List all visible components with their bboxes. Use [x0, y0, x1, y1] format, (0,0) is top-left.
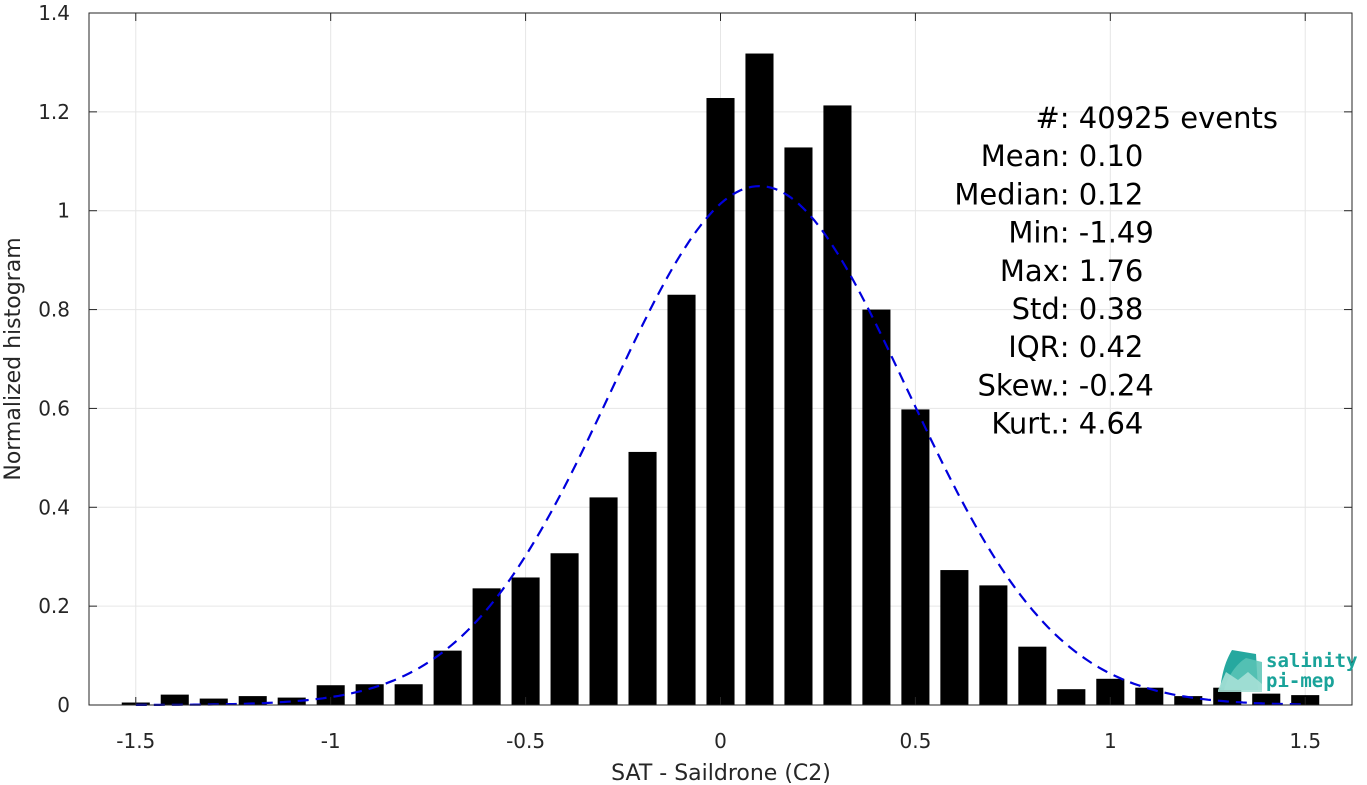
y-axis-label: Normalized histogram — [1, 237, 26, 480]
histogram-bar — [238, 696, 267, 705]
stat-label: IQR — [1008, 330, 1060, 364]
histogram-bar — [199, 698, 228, 705]
histogram-bar — [589, 497, 618, 705]
stat-value: : 4.64 — [1060, 407, 1144, 441]
histogram-bar — [1135, 687, 1164, 705]
histogram-bar — [979, 585, 1008, 705]
stat-value: : -1.49 — [1060, 216, 1154, 250]
stat-value: : 0.12 — [1060, 177, 1144, 211]
x-tick-label: 1 — [1104, 729, 1117, 753]
stat-value: : 0.10 — [1060, 139, 1144, 173]
histogram-bar — [784, 147, 813, 706]
logo-line1: salinity — [1266, 650, 1358, 672]
stat-label: Min — [1008, 216, 1059, 250]
histogram-bar — [355, 684, 384, 705]
logo-line2: pi-mep — [1266, 670, 1335, 692]
x-tick-label: -1 — [321, 729, 341, 753]
histogram-bar — [706, 98, 735, 705]
y-tick-label: 0.2 — [38, 594, 70, 618]
histogram-bar — [1057, 689, 1086, 705]
x-tick-label: -1.5 — [116, 729, 155, 753]
stat-label: Max — [1000, 254, 1060, 288]
y-tick-label: 1 — [57, 199, 70, 223]
y-tick-label: 0.8 — [38, 298, 70, 322]
y-tick-label: 1.2 — [38, 100, 70, 124]
stat-value: : 0.42 — [1060, 330, 1144, 364]
histogram-bar — [862, 309, 891, 705]
histogram-bar — [667, 294, 696, 705]
x-tick-label: -0.5 — [506, 729, 545, 753]
histogram-bar — [745, 53, 774, 705]
histogram-bar — [628, 451, 657, 705]
x-tick-label: 0 — [714, 729, 727, 753]
x-tick-label: 1.5 — [1289, 729, 1321, 753]
histogram-bar — [511, 577, 540, 705]
stat-value: : -0.24 — [1060, 368, 1154, 402]
stat-label: Kurt. — [991, 407, 1059, 441]
y-tick-label: 0.6 — [38, 396, 70, 420]
x-tick-label: 0.5 — [900, 729, 932, 753]
histogram-bar — [823, 105, 852, 706]
histogram-bar — [277, 697, 306, 705]
histogram-bar — [901, 409, 930, 705]
x-axis-label: SAT - Saildrone (C2) — [611, 761, 831, 785]
histogram-bar — [433, 650, 462, 705]
histogram-bar — [940, 570, 969, 705]
histogram-bar — [316, 685, 345, 705]
histogram-bar — [1018, 646, 1047, 705]
x-tick-labels: -1.5 -1 -0.5 0 0.5 1 1.5 — [116, 729, 1321, 753]
y-tick-label: 0.4 — [38, 495, 70, 519]
stat-label: Median — [954, 177, 1059, 211]
histogram-bar — [394, 684, 423, 705]
y-tick-labels: 0 0.2 0.4 0.6 0.8 1 1.2 1.4 — [38, 1, 70, 717]
histogram-bar — [160, 694, 189, 705]
histogram-bars — [121, 53, 1320, 706]
histogram-bar — [472, 588, 501, 705]
normal-fit-curve — [135, 184, 1306, 706]
histogram-bar — [1252, 693, 1281, 705]
salinity-pi-mep-logo: salinity pi-mep — [1218, 650, 1358, 692]
axis-ticks — [89, 12, 1352, 706]
stat-value: : 40925 events — [1060, 101, 1278, 135]
stat-label: Mean — [981, 139, 1060, 173]
stat-label: Skew. — [978, 368, 1060, 402]
histogram-bar — [1174, 696, 1203, 705]
stat-label: Std — [1012, 292, 1060, 326]
stat-label: # — [1035, 101, 1059, 135]
y-tick-label: 0 — [57, 693, 70, 717]
y-tick-label: 1.4 — [38, 1, 70, 25]
histogram-bar — [550, 553, 579, 705]
stat-value: : 0.38 — [1060, 292, 1144, 326]
stat-value: : 1.76 — [1060, 254, 1144, 288]
logo-mark-icon — [1218, 650, 1262, 692]
